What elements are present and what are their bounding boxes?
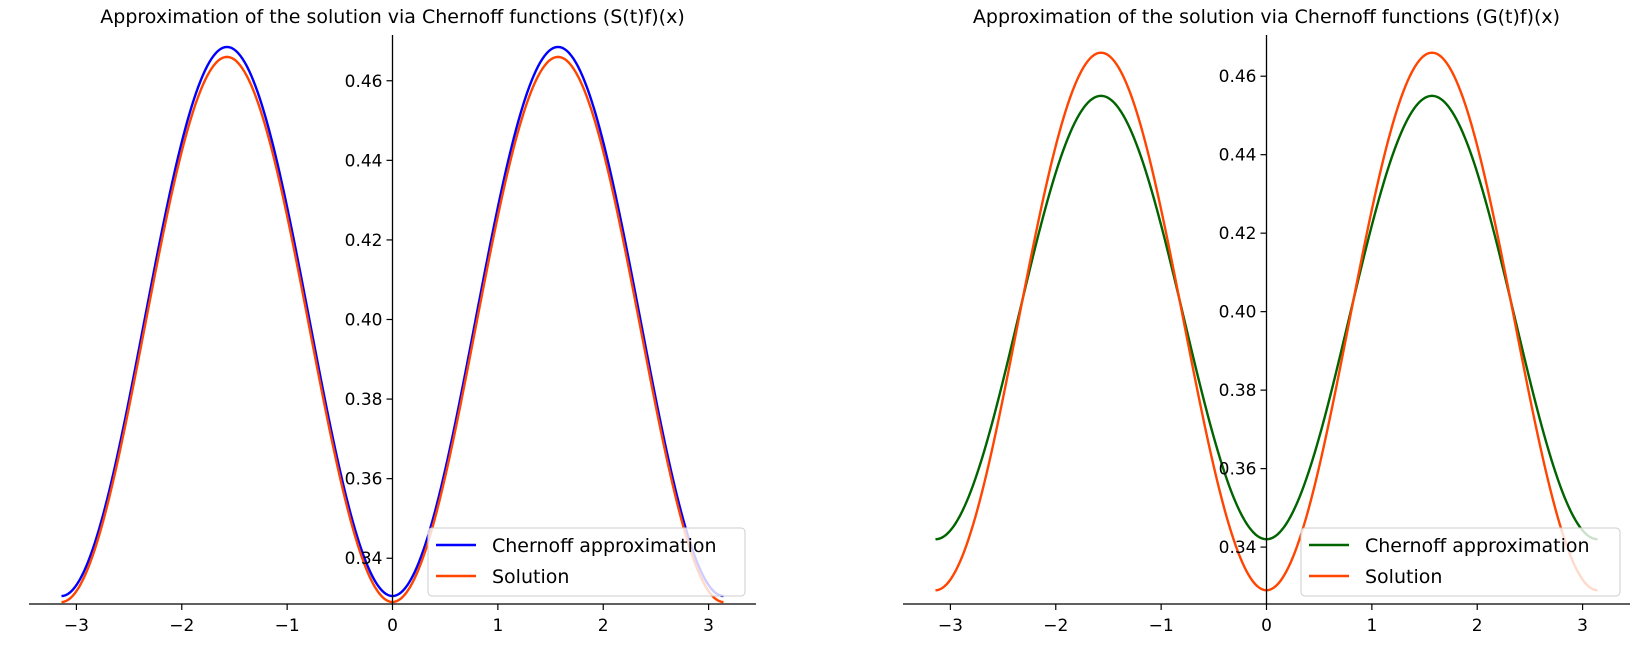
x-tick-label: −3 [64, 616, 89, 636]
legend-label: Chernoff approximation [1365, 535, 1590, 557]
y-tick-label: 0.36 [1219, 460, 1257, 480]
legend-box [427, 527, 746, 597]
x-tick-label: −2 [1043, 616, 1068, 636]
chart-title: Approximation of the solution via Cherno… [100, 6, 684, 28]
x-tick-label: −2 [169, 616, 194, 636]
y-tick-label: 0.42 [345, 231, 383, 251]
legend-label: Solution [492, 566, 569, 588]
x-tick-label: 1 [492, 616, 503, 636]
y-tick-label: 0.42 [1219, 224, 1257, 244]
chart-panel-1: Approximation of the solution via Cherno… [29, 6, 756, 636]
x-tick-label: 3 [703, 616, 714, 636]
x-tick-label: 0 [1261, 616, 1272, 636]
y-tick-label: 0.44 [345, 151, 383, 171]
y-tick-label: 0.40 [1219, 303, 1257, 323]
legend-label: Solution [1365, 566, 1442, 588]
x-tick-label: 2 [598, 616, 609, 636]
y-tick-label: 0.46 [1219, 67, 1257, 87]
x-tick-label: 1 [1366, 616, 1377, 636]
x-tick-label: 0 [387, 616, 398, 636]
legend: Chernoff approximation Solution [1300, 527, 1621, 597]
y-tick-label: 0.40 [345, 311, 383, 331]
y-tick-label: 0.34 [1219, 538, 1257, 558]
y-tick-label: 0.46 [345, 72, 383, 92]
y-tick-label: 0.36 [345, 470, 383, 490]
y-tick-label: 0.44 [1219, 146, 1257, 166]
y-tick-label: 0.34 [345, 549, 383, 569]
x-tick-label: 2 [1472, 616, 1483, 636]
x-tick-label: −3 [938, 616, 963, 636]
legend: Chernoff approximation Solution [427, 527, 746, 597]
y-tick-label: 0.38 [345, 390, 383, 410]
legend-box [1300, 527, 1621, 597]
legend-label: Chernoff approximation [492, 535, 717, 557]
chart-title: Approximation of the solution via Cherno… [973, 6, 1560, 28]
chart-panel-2: Approximation of the solution via Cherno… [903, 6, 1630, 636]
x-tick-label: 3 [1577, 616, 1588, 636]
x-tick-label: −1 [275, 616, 300, 636]
x-tick-label: −1 [1149, 616, 1174, 636]
y-tick-label: 0.38 [1219, 381, 1257, 401]
